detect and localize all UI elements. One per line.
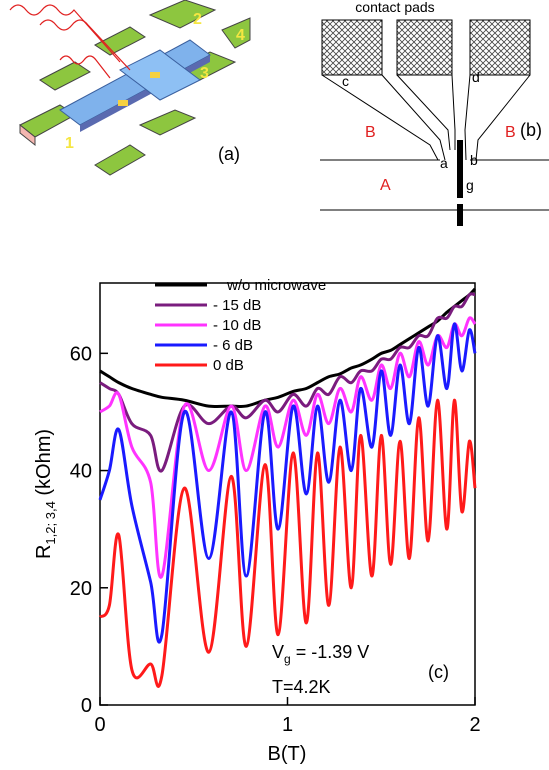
x-axis-label: B(T): [268, 743, 307, 765]
y-tick-label: 60: [70, 343, 92, 365]
page: {"panel_a": {"label": "(a)", "contacts":…: [0, 0, 549, 770]
y-tick-label: 40: [70, 461, 92, 483]
x-tick-label: 0: [94, 714, 105, 736]
schematic-label: a: [440, 155, 448, 171]
schematic-label: d: [472, 69, 480, 85]
device-illustration: [10, 0, 250, 175]
y-axis-label-rest: (kOhm): [33, 429, 55, 501]
contact-number: 3: [200, 65, 209, 82]
figure: 1 2 3 4 (a) contact pads c d B B a b g A…: [0, 0, 549, 770]
gate-bar: [457, 204, 463, 226]
contact-number: 2: [193, 11, 202, 28]
contact-number: 4: [236, 27, 245, 44]
schematic-label: A: [380, 177, 391, 194]
panel-label: (a): [218, 144, 240, 164]
legend-label: - 6 dB: [213, 337, 253, 354]
legend-label: w/o microwave: [226, 277, 326, 294]
schematic-label: b: [470, 152, 478, 168]
gate-bar: [457, 140, 463, 198]
temperature: T=4.2K: [272, 677, 331, 697]
y-axis-label-sub: 1,2; 3,4: [43, 501, 58, 544]
y-tick-label: 0: [81, 695, 92, 717]
gate-voltage: Vg = -1.39 V: [272, 642, 369, 666]
schematic-label: c: [342, 73, 349, 89]
y-axis-label-main: R: [33, 545, 55, 559]
schematic-title: contact pads: [355, 0, 434, 15]
legend-label: 0 dB: [213, 357, 244, 374]
schematic-label: B: [365, 124, 376, 141]
contact-number: 1: [65, 135, 74, 152]
x-tick-label: 1: [282, 714, 293, 736]
schematic-label: B: [505, 124, 516, 141]
schematic: [320, 20, 549, 210]
annotation-symbol: V: [272, 642, 284, 662]
data-line: [100, 324, 475, 642]
y-tick-label: 20: [70, 578, 92, 600]
annotation-sub: g: [284, 652, 291, 666]
panel-label: (b): [520, 120, 542, 140]
x-tick-label: 2: [469, 714, 480, 736]
annotation-text: = -1.39 V: [291, 642, 370, 662]
panel-label: (c): [428, 662, 449, 682]
y-axis-label: R1,2; 3,4 (kOhm): [33, 429, 58, 559]
legend-label: - 10 dB: [213, 317, 261, 334]
legend-label: - 15 dB: [213, 297, 261, 314]
schematic-label: g: [466, 177, 474, 193]
